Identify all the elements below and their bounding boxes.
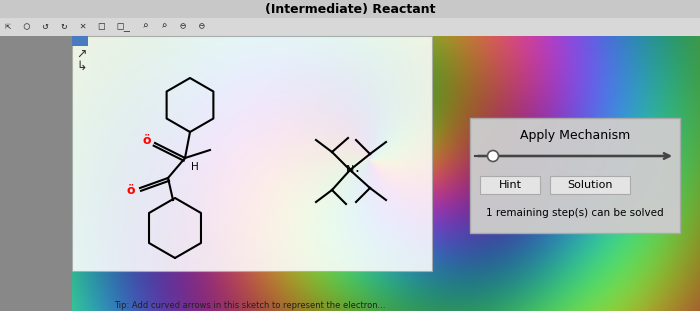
Text: ö: ö: [143, 133, 151, 146]
Text: H: H: [191, 162, 199, 172]
Text: ö: ö: [127, 183, 135, 197]
Text: ⇱  ○  ↺  ↻  ✕  □  □̲  ⌕  ⌕  ⊖  ⊖: ⇱ ○ ↺ ↻ ✕ □ □̲ ⌕ ⌕ ⊖ ⊖: [5, 22, 205, 32]
Text: Solution: Solution: [567, 180, 612, 190]
Text: Hint: Hint: [498, 180, 522, 190]
Bar: [0, 18, 700, 36]
Bar: [480, 176, 540, 194]
Text: ↳: ↳: [76, 60, 87, 73]
Bar: [0, 0, 700, 18]
Bar: [72, 36, 88, 46]
Bar: [72, 36, 432, 271]
Circle shape: [487, 151, 498, 161]
Text: N: N: [346, 165, 354, 175]
Text: Tip: Add curved arrows in this sketch to represent the electron...: Tip: Add curved arrows in this sketch to…: [114, 300, 386, 309]
Bar: [0, 0, 72, 311]
Text: ·: ·: [355, 165, 359, 179]
Text: (Intermediate) Reactant: (Intermediate) Reactant: [265, 2, 435, 16]
Bar: [550, 176, 630, 194]
Text: 1 remaining step(s) can be solved: 1 remaining step(s) can be solved: [486, 208, 664, 218]
Text: Apply Mechanism: Apply Mechanism: [520, 129, 630, 142]
Text: ↗: ↗: [76, 48, 87, 61]
Bar: [470, 118, 680, 233]
